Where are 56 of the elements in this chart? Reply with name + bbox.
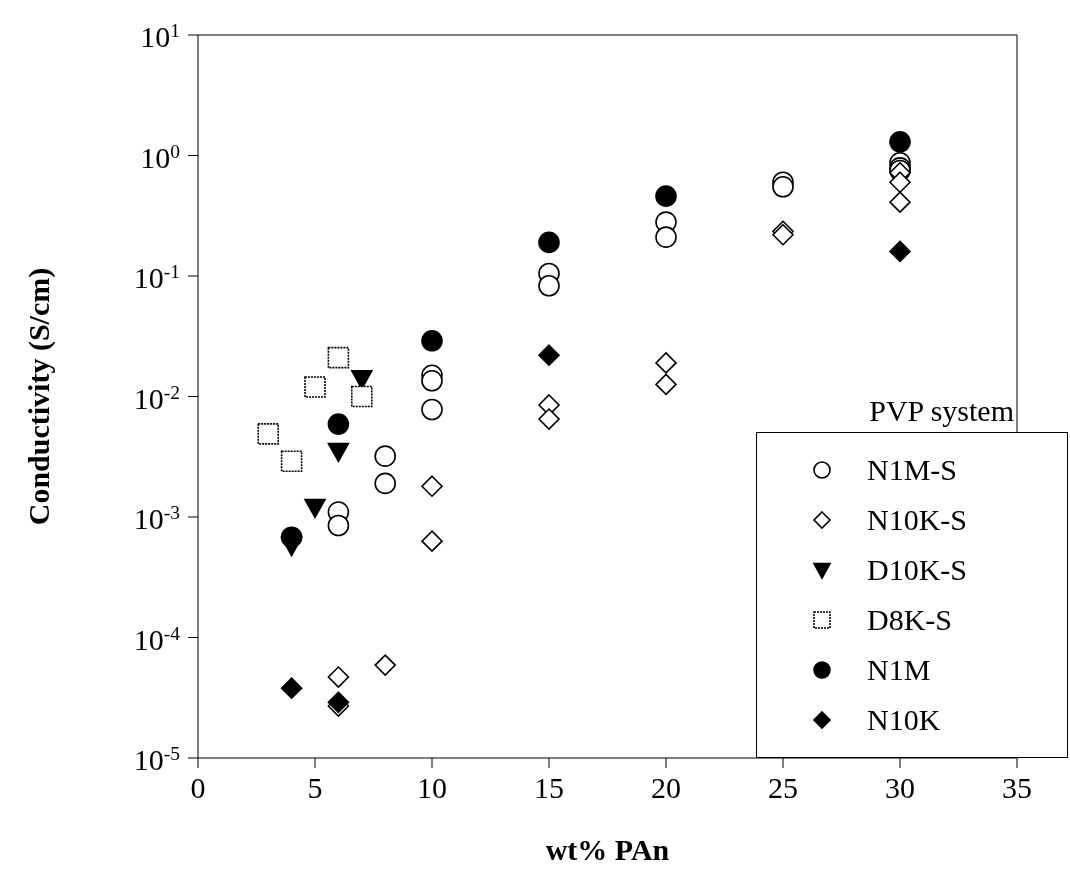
x-tick-label: 5 xyxy=(307,771,323,804)
x-tick-label: 15 xyxy=(534,771,564,804)
x-tick-label: 25 xyxy=(768,771,798,804)
point xyxy=(280,450,303,473)
point xyxy=(257,423,279,445)
y-tick-label: 10$^{-5}$ xyxy=(133,742,180,776)
y-tick-label: 10$^{-3}$ xyxy=(133,501,180,535)
legend-title: PVP system xyxy=(868,394,1015,428)
legend-label: N10K-S xyxy=(867,503,968,537)
point xyxy=(351,370,373,390)
point xyxy=(327,413,350,435)
point xyxy=(280,677,303,699)
y-tick-label: 10$^{-1}$ xyxy=(133,260,180,294)
legend-label: D10K-S xyxy=(867,553,968,587)
point xyxy=(327,666,350,688)
point xyxy=(421,329,443,352)
point xyxy=(655,185,677,207)
x-tick-label: 10 xyxy=(417,771,447,804)
legend-label: D8K-S xyxy=(867,603,953,637)
legend-label: N10K xyxy=(867,703,941,737)
point xyxy=(538,344,560,367)
y-tick-label: 10$^{-4}$ xyxy=(133,622,181,656)
point xyxy=(280,526,303,548)
point xyxy=(327,514,350,537)
point xyxy=(538,231,560,254)
point xyxy=(421,370,443,392)
point xyxy=(889,240,911,263)
point xyxy=(421,398,443,421)
point xyxy=(327,442,350,463)
point xyxy=(351,385,373,408)
point xyxy=(421,475,443,498)
point xyxy=(538,274,560,297)
point xyxy=(327,346,350,369)
point xyxy=(889,191,911,213)
x-tick-label: 0 xyxy=(190,771,206,804)
point xyxy=(655,373,677,396)
x-axis-title: wt% PAn xyxy=(545,833,670,866)
y-tick-label: 10$^{1}$ xyxy=(140,19,180,53)
y-tick-label: 10$^{0}$ xyxy=(140,140,180,174)
point xyxy=(655,352,677,374)
point xyxy=(889,130,911,153)
y-axis-title: Conductivity (S/cm) xyxy=(21,267,56,526)
point xyxy=(421,530,443,552)
point xyxy=(374,472,396,495)
x-tick-label: 30 xyxy=(885,771,915,804)
point xyxy=(655,226,677,248)
point xyxy=(374,445,396,467)
x-tick-label: 20 xyxy=(651,771,681,804)
point xyxy=(538,408,560,430)
legend-label: N1M xyxy=(867,653,931,687)
point xyxy=(374,654,396,676)
x-tick-label: 35 xyxy=(1002,771,1032,804)
legend-label: N1M-S xyxy=(867,453,958,487)
y-tick-label: 10$^{-2}$ xyxy=(133,381,180,415)
point xyxy=(889,171,911,194)
point xyxy=(304,498,326,519)
